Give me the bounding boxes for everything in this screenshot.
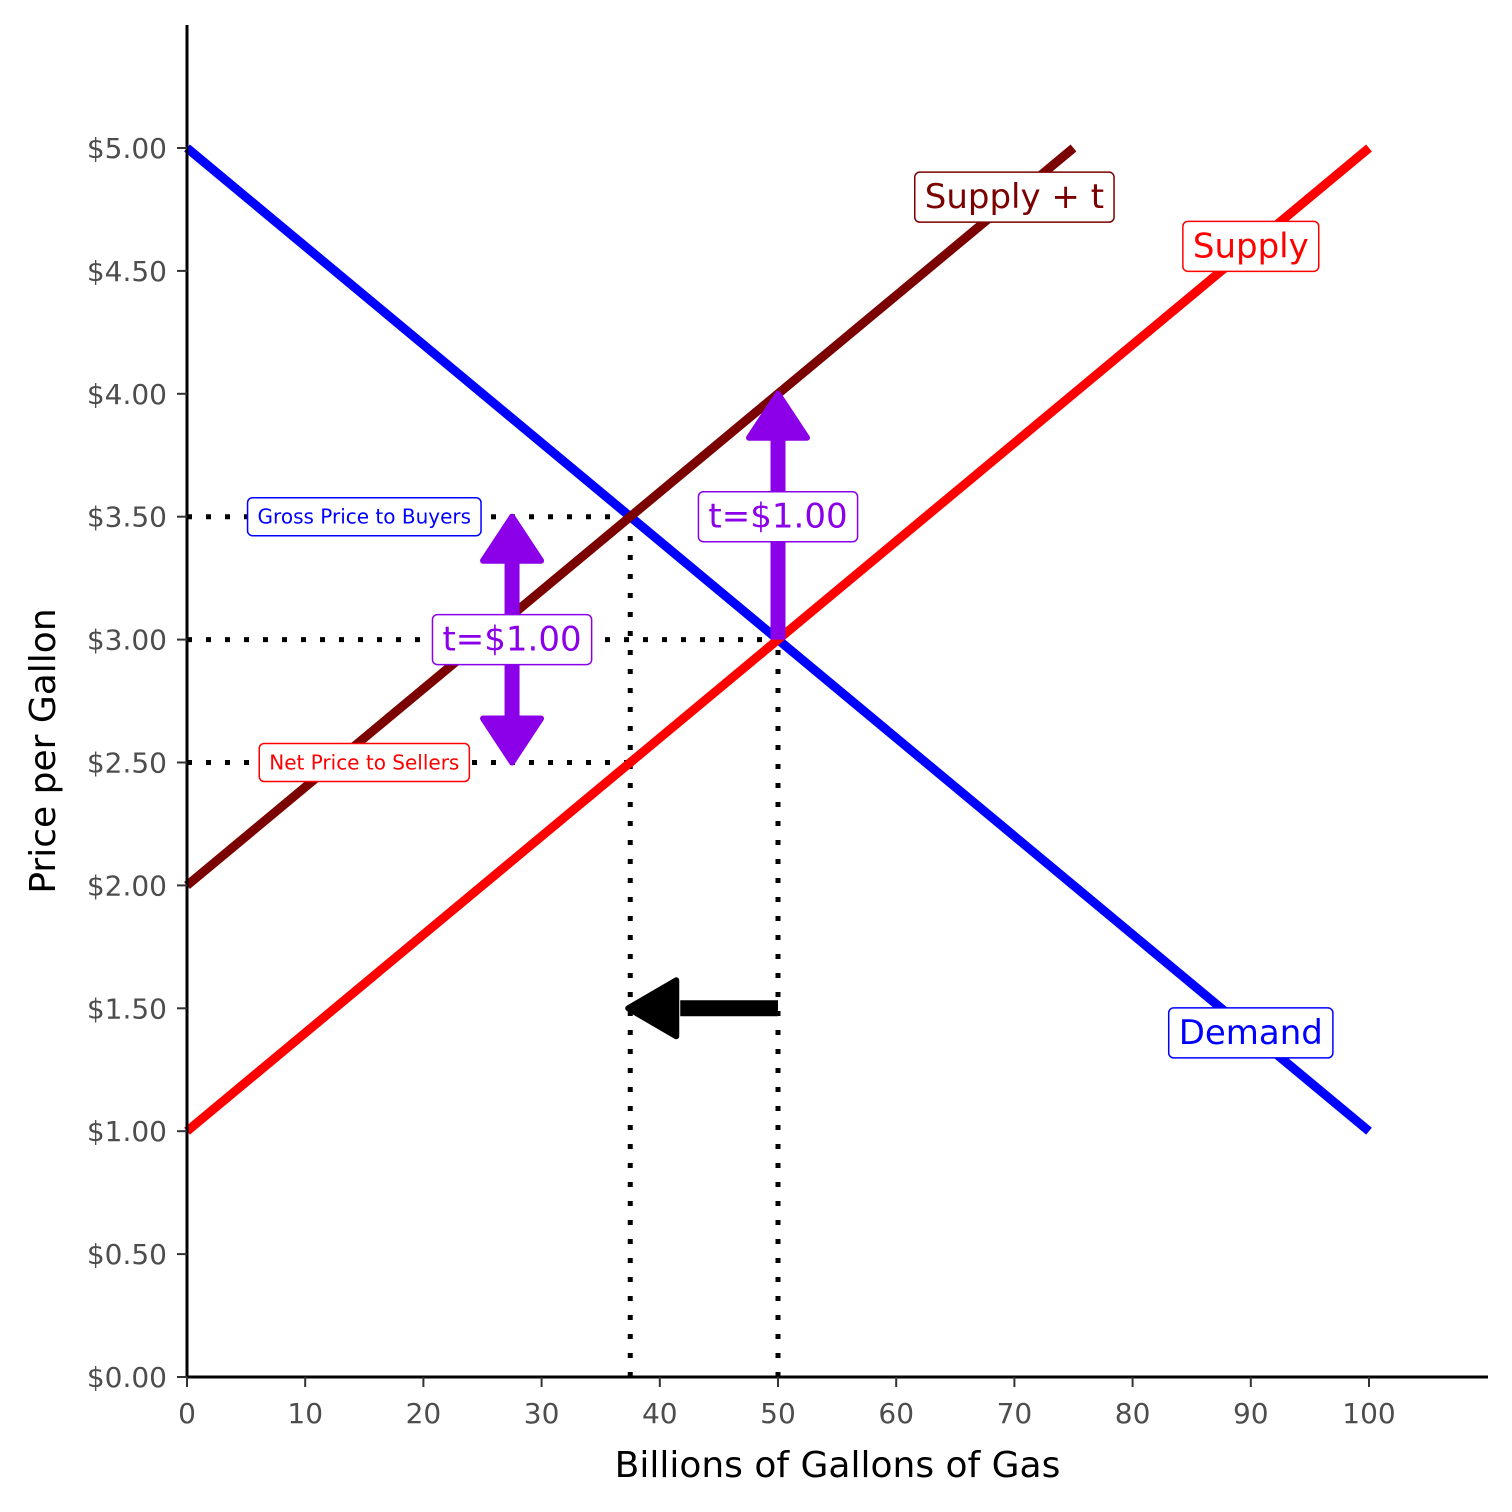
demand-curve-label: Demand bbox=[1167, 1007, 1334, 1059]
y-tick-label: $5.00 bbox=[87, 132, 167, 165]
x-tick-label: 90 bbox=[1233, 1397, 1269, 1430]
x-tick-label: 0 bbox=[178, 1397, 196, 1430]
y-tick-label: $1.50 bbox=[87, 992, 167, 1025]
arrows-layer bbox=[480, 390, 810, 1040]
quantity-shift-arrow-head bbox=[625, 977, 680, 1040]
tax-amount-label-1: t=$1.00 bbox=[431, 613, 593, 666]
tax-amount-label-0: t=$1.00 bbox=[697, 490, 859, 543]
tax-amount-label-1-text: t=$1.00 bbox=[442, 620, 581, 660]
supply-t-curve-label-text: Supply + t bbox=[925, 177, 1104, 217]
x-tick-label: 100 bbox=[1342, 1397, 1395, 1430]
demand-curve-label-box bbox=[1167, 1007, 1334, 1059]
demand-curve-label-text: Demand bbox=[1179, 1013, 1323, 1053]
supply-curve-label-box bbox=[1182, 220, 1320, 273]
y-tick-label: $0.00 bbox=[87, 1361, 167, 1394]
x-tick-label: 40 bbox=[642, 1397, 678, 1430]
net-price-to-sellers-label-text: Net Price to Sellers bbox=[269, 751, 459, 775]
guide-lines-layer bbox=[187, 514, 781, 1377]
y-tick-label: $2.50 bbox=[87, 747, 167, 780]
gross-price-to-buyers-label: Gross Price to Buyers bbox=[246, 496, 482, 537]
y-tick-label: $3.50 bbox=[87, 501, 167, 534]
y-tick-label: $1.00 bbox=[87, 1115, 167, 1148]
x-tick-label: 20 bbox=[406, 1397, 442, 1430]
y-axis-title: Price per Gallon bbox=[23, 608, 64, 893]
x-tick-label: 70 bbox=[997, 1397, 1033, 1430]
supply-curve-label: Supply bbox=[1182, 220, 1320, 273]
x-tick-label: 60 bbox=[878, 1397, 914, 1430]
x-tick-label: 80 bbox=[1115, 1397, 1151, 1430]
gross-price-to-buyers-label-text: Gross Price to Buyers bbox=[258, 505, 471, 529]
axes-layer: 0 10 20 30 40 50 60 70 80 90 100 $0.00 $0.50 $1.00 $1.… bbox=[23, 25, 1488, 1486]
labels-layer: Demand Supply Supply + t Gross Price to Buy… bbox=[246, 171, 1334, 1059]
net-price-to-sellers-label: Net Price to Sellers bbox=[258, 742, 471, 783]
y-tick-label: $4.00 bbox=[87, 378, 167, 411]
x-axis-title: Billions of Gallons of Gas bbox=[615, 1445, 1061, 1486]
tax-amount-label-0-text: t=$1.00 bbox=[708, 497, 847, 537]
supply-curve-label-text: Supply bbox=[1193, 226, 1309, 266]
supply-t-curve-label-box bbox=[914, 171, 1115, 223]
gross-price-to-buyers-label-box bbox=[246, 496, 482, 537]
net-price-to-sellers-label-box bbox=[258, 742, 471, 783]
y-tick-label: $3.00 bbox=[87, 624, 167, 657]
tax-amount-label-0-box bbox=[697, 490, 859, 543]
x-tick-label: 30 bbox=[524, 1397, 560, 1430]
tax-arrow-head-up-0 bbox=[746, 390, 810, 441]
supply-t-curve-label: Supply + t bbox=[914, 171, 1115, 223]
y-tick-label: $0.50 bbox=[87, 1238, 167, 1271]
y-tick-label: $2.00 bbox=[87, 869, 167, 902]
x-tick-label: 50 bbox=[760, 1397, 796, 1430]
y-tick-label: $4.50 bbox=[87, 255, 167, 288]
x-tick-label: 10 bbox=[287, 1397, 323, 1430]
tax-arrow-head-down-1 bbox=[480, 715, 545, 766]
tax-arrow-head-up-1 bbox=[480, 513, 545, 564]
tax-amount-label-1-box bbox=[431, 613, 593, 666]
